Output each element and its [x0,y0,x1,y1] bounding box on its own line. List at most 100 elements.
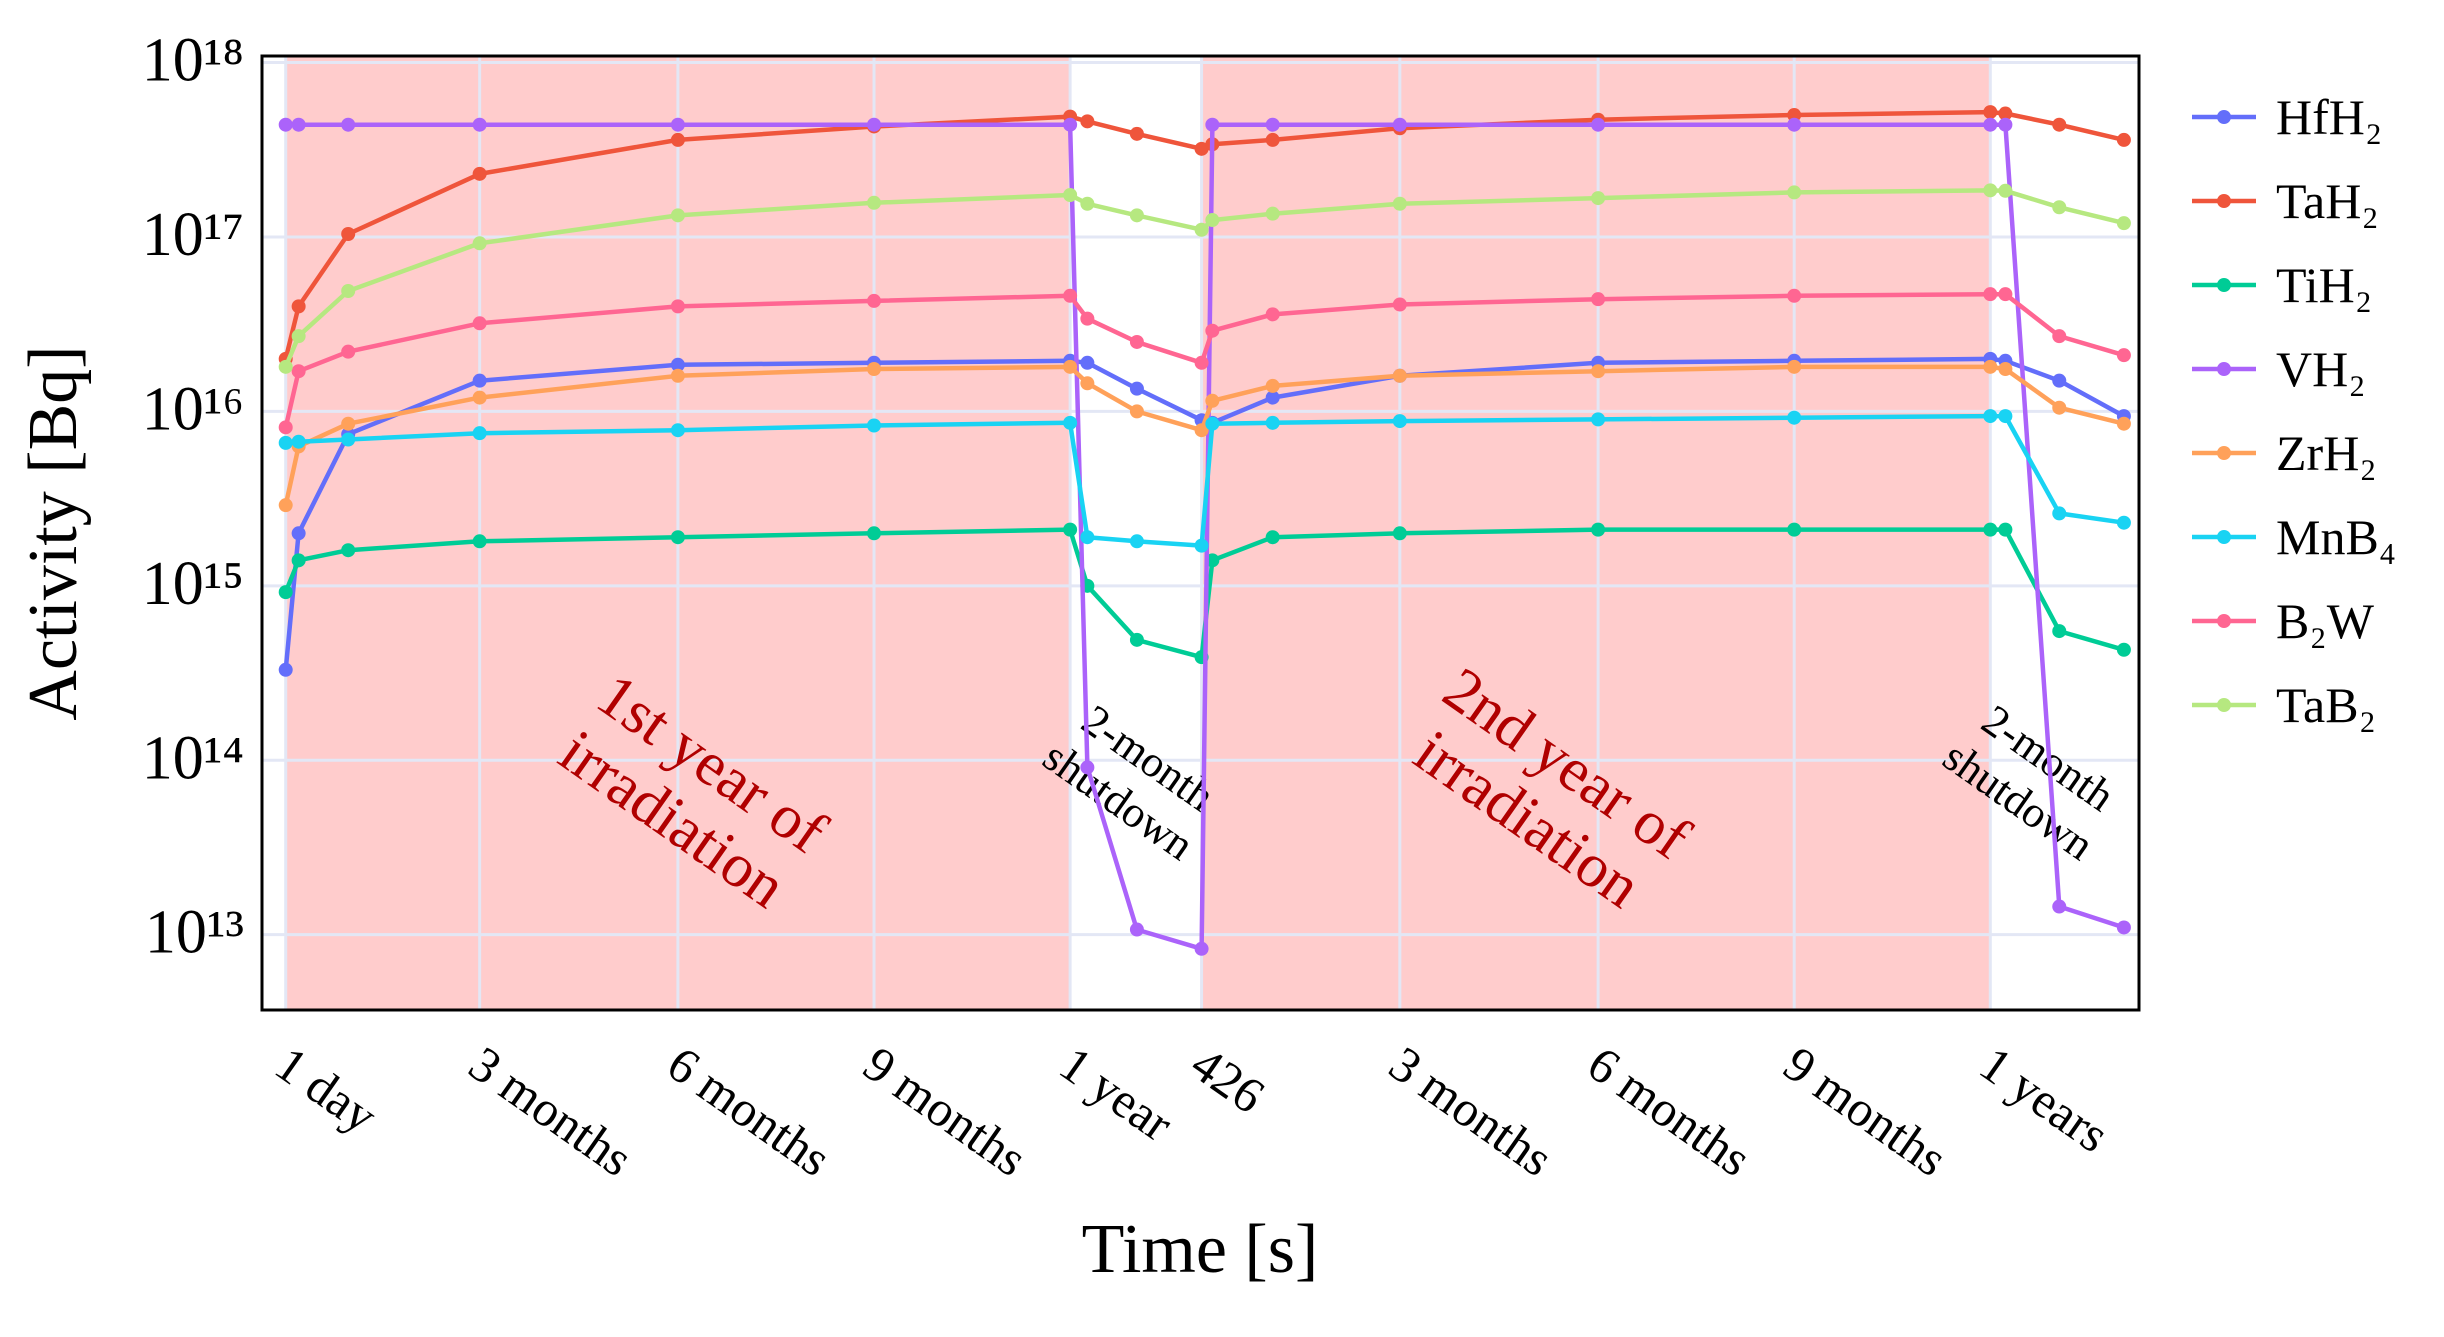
data-point [867,117,882,132]
data-point [1194,355,1209,370]
data-point [1063,522,1078,537]
legend-marker [2217,530,2231,544]
data-point [1080,760,1095,775]
data-point [2052,506,2067,521]
data-point [1063,288,1078,303]
data-point [291,117,306,132]
y-tick-label: 10¹³ [145,899,244,967]
data-point [1787,108,1802,123]
data-point [1983,105,1998,120]
y-axis-title: Activity [Bq] [15,345,92,720]
data-point [1265,132,1280,147]
data-point [1194,423,1209,438]
data-point [1591,364,1606,379]
legend-label: TiH₂ [2276,257,2372,313]
data-point [291,434,306,449]
data-point [341,416,356,431]
x-tick-label: 1 years [1970,1035,2119,1163]
plot-border [260,54,2141,1012]
data-point [341,117,356,132]
data-point [1129,126,1144,141]
y-tick-label: 10¹⁷ [142,201,244,269]
data-point [1787,117,1802,132]
data-point [1591,522,1606,537]
y-tick-label: 10¹⁴ [142,724,244,792]
x-tick-label: 9 months [1774,1035,1957,1187]
data-point [1080,376,1095,391]
data-point [670,117,685,132]
data-point [670,299,685,314]
legend-marker [2217,278,2231,292]
x-tick-label: 3 months [459,1035,642,1187]
data-point [1265,530,1280,545]
data-point [1998,183,2013,198]
data-point [1392,414,1407,429]
data-point [1983,359,1998,374]
data-point [472,166,487,181]
data-point [1129,381,1144,396]
data-point [1265,117,1280,132]
data-point [1080,196,1095,211]
data-point [867,418,882,433]
x-tick-label: 9 months [854,1035,1037,1187]
data-point [1265,378,1280,393]
data-point [291,526,306,541]
data-point [472,236,487,251]
data-point [1205,213,1220,228]
legend-label: VH₂ [2276,341,2366,397]
data-point [1080,114,1095,129]
x-tick-label: 6 months [658,1035,841,1187]
data-point [1998,287,2013,302]
data-point [1591,412,1606,427]
data-point [670,530,685,545]
data-point [472,373,487,388]
data-point [1205,323,1220,338]
data-point [1063,359,1078,374]
legend-label: TaH₂ [2276,173,2379,229]
data-point [1787,522,1802,537]
data-point [472,426,487,441]
data-point [1194,941,1209,956]
y-tick-label: 10¹⁶ [142,375,244,443]
data-point [1998,106,2013,121]
data-point [1063,187,1078,202]
data-point [1787,185,1802,200]
data-point [1983,117,1998,132]
data-point [1063,415,1078,430]
data-point [1265,206,1280,221]
data-point [1392,196,1407,211]
data-point [2116,515,2131,530]
data-point [2116,642,2131,657]
legend-marker [2217,698,2231,712]
legend-label: ZrH₂ [2276,425,2377,481]
data-point [291,364,306,379]
data-point [867,361,882,376]
data-point [1194,141,1209,156]
data-point [2116,216,2131,231]
data-point [867,293,882,308]
data-point [291,299,306,314]
data-point [2052,400,2067,415]
data-point [1983,287,1998,302]
x-axis-title: Time [s] [1082,1211,1319,1288]
data-point [670,357,685,372]
data-point [1129,208,1144,223]
x-tick-label: 6 months [1578,1035,1761,1187]
data-point [1265,390,1280,405]
data-point [2052,899,2067,914]
data-point [1194,222,1209,237]
data-point [472,390,487,405]
data-point [278,117,293,132]
data-point [1983,409,1998,424]
data-point [1983,522,1998,537]
x-tick-label: 3 months [1380,1035,1563,1187]
legend-marker [2217,194,2231,208]
legend-marker [2217,614,2231,628]
data-point [1392,368,1407,383]
data-point [1129,534,1144,549]
data-point [670,132,685,147]
data-point [1392,297,1407,312]
data-point [2052,373,2067,388]
data-point [278,498,293,513]
